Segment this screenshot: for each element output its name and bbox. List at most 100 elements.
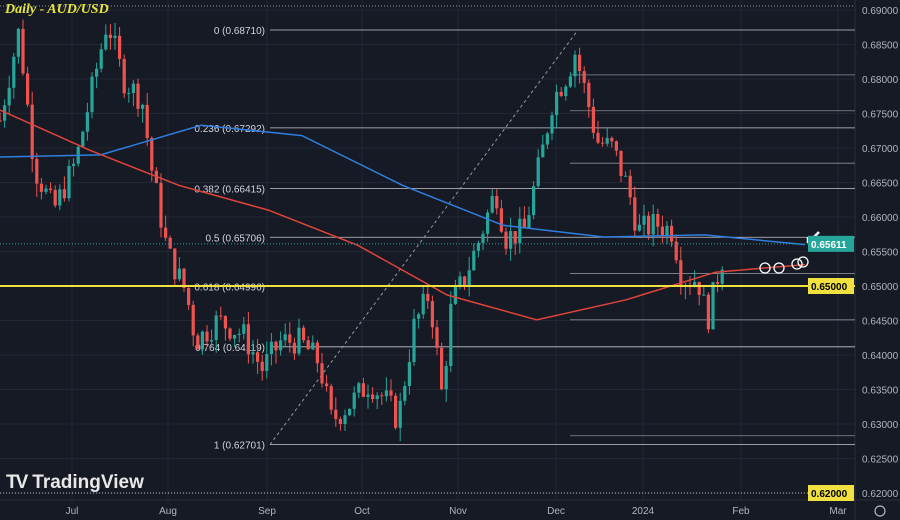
candle-body <box>476 242 480 251</box>
candle-body <box>532 186 536 216</box>
candle-body <box>334 409 338 419</box>
candle-body <box>320 363 324 384</box>
candle-body <box>720 269 724 284</box>
candle-body <box>499 208 503 232</box>
candle-body <box>394 395 398 428</box>
candle-body <box>21 28 25 74</box>
y-tick-label: 0.67500 <box>862 110 899 121</box>
candle-body <box>504 231 508 249</box>
candle-body <box>315 342 319 364</box>
fib-level-label: 0.382 (0.66415) <box>194 184 265 195</box>
candle-body <box>716 282 720 284</box>
candle-body <box>16 28 20 57</box>
candle-body <box>214 315 218 340</box>
candle-body <box>550 115 554 134</box>
current-price-badge-label: 0.65611 <box>811 240 847 251</box>
candle-body <box>343 415 347 424</box>
logo-mark: TV <box>6 472 28 493</box>
lower-marker-badge <box>808 485 854 501</box>
candle-body <box>219 315 223 317</box>
candle-body <box>81 131 85 147</box>
candle-body <box>384 390 388 397</box>
candle-body <box>49 188 53 190</box>
candle-body <box>0 120 2 122</box>
candle-body <box>237 333 241 336</box>
candle-body <box>62 189 66 199</box>
candle-body <box>104 34 108 50</box>
fib-level-label: 0.236 (0.67292) <box>194 124 265 135</box>
candle-body <box>568 76 572 87</box>
candle-body <box>559 91 563 97</box>
candle-body <box>251 352 255 355</box>
candle-body <box>398 400 402 428</box>
candle-body <box>412 318 416 363</box>
candle-body <box>122 58 126 94</box>
candle-body <box>647 215 651 235</box>
y-tick-label: 0.66000 <box>862 213 899 224</box>
candle-body <box>453 285 457 304</box>
candle-body <box>265 354 269 371</box>
y-tick-label: 0.65000 <box>862 282 899 293</box>
candle-body <box>670 225 674 242</box>
candle-body <box>228 328 232 339</box>
fib-level-label: 0 (0.68710) <box>214 26 265 37</box>
candle-body <box>292 342 296 354</box>
candle-body <box>642 215 646 225</box>
candle-body <box>371 394 375 400</box>
fib-level-label: 0.618 (0.64996) <box>194 282 265 293</box>
x-tick-label: Oct <box>354 506 370 517</box>
candle-body <box>131 83 135 94</box>
candle-body <box>610 137 614 142</box>
y-tick-label: 0.68000 <box>862 75 899 86</box>
fib-level-label: 0.5 (0.65706) <box>206 233 266 244</box>
candle-body <box>191 304 195 336</box>
y-tick-label: 0.66500 <box>862 179 899 190</box>
candle-body <box>260 361 264 371</box>
candle-body <box>99 49 103 69</box>
candle-body <box>246 324 250 355</box>
x-tick-label: 2024 <box>632 506 655 517</box>
candle-body <box>113 35 117 38</box>
gear-icon[interactable] <box>874 505 886 517</box>
candle-body <box>518 218 522 244</box>
candle-body <box>30 104 34 159</box>
candle-body <box>7 87 11 106</box>
x-tick-label: Nov <box>449 506 467 517</box>
candle-body <box>90 76 94 113</box>
candle-body <box>665 225 669 236</box>
candle-body <box>674 241 678 261</box>
y-tick-label: 0.63500 <box>862 386 899 397</box>
candle-body <box>490 195 494 213</box>
y-tick-label: 0.68500 <box>862 41 899 52</box>
candle-body <box>118 35 122 59</box>
candle-body <box>541 144 545 158</box>
candle-body <box>660 226 664 236</box>
candle-body <box>72 163 76 167</box>
candle-body <box>302 327 306 341</box>
candle-body <box>288 334 292 343</box>
x-tick-label: Feb <box>732 506 750 517</box>
chart-title: Daily - AUD/USD <box>5 2 109 17</box>
fib-level-label: 0.764 (0.64119) <box>195 343 265 354</box>
candle-body <box>274 341 278 351</box>
candle-body <box>693 281 697 287</box>
highlight-circle <box>791 258 803 270</box>
highlight-circle <box>797 256 809 268</box>
candle-body <box>430 301 434 328</box>
candle-body <box>375 395 379 400</box>
candle-body <box>435 327 439 348</box>
moving-average-fast <box>0 124 806 246</box>
candle-body <box>706 294 710 330</box>
candle-body <box>587 82 591 107</box>
current-price-badge <box>808 235 854 252</box>
candle-body <box>582 71 586 83</box>
candle-body <box>527 215 531 229</box>
logo-text: TradingView <box>32 472 144 493</box>
candle-body <box>182 268 186 289</box>
candle-body <box>357 383 361 393</box>
candle-body <box>522 218 526 229</box>
y-tick-label: 0.67000 <box>862 144 899 155</box>
candle-body <box>711 282 715 330</box>
